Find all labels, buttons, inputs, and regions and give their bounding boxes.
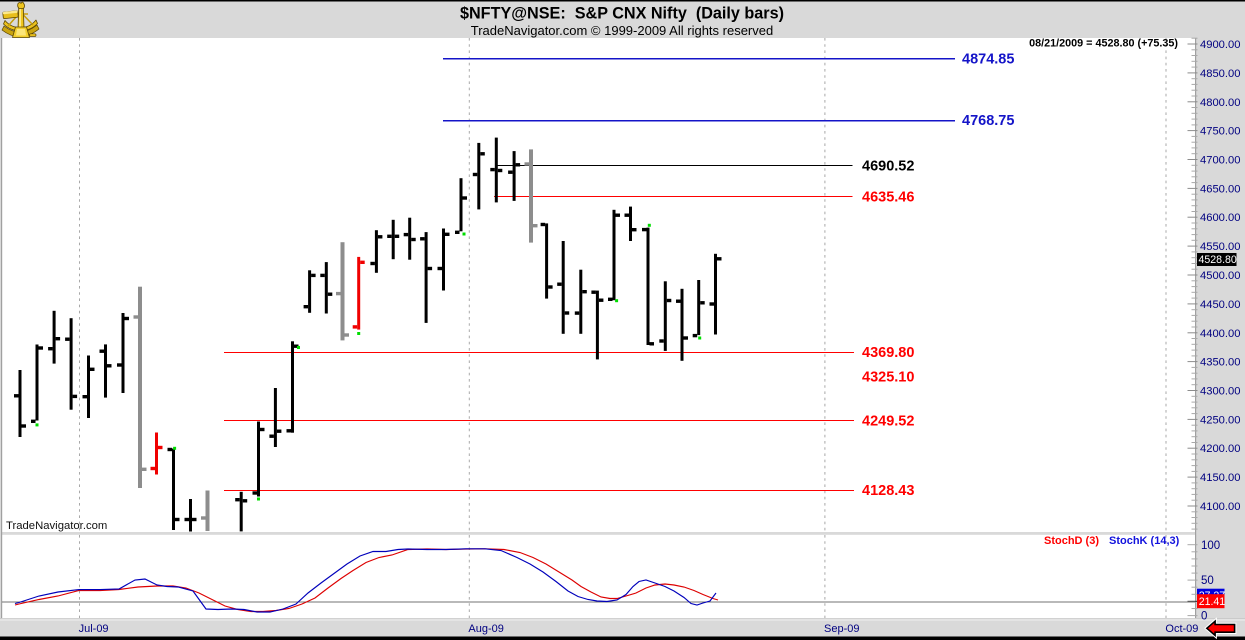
svg-text:4325.10: 4325.10	[862, 370, 914, 386]
svg-text:4128.43: 4128.43	[862, 483, 914, 499]
svg-text:4690.52: 4690.52	[862, 159, 914, 175]
svg-text:21.41: 21.41	[1199, 596, 1226, 608]
svg-text:4650.00: 4650.00	[1200, 183, 1240, 195]
svg-text:4700.00: 4700.00	[1200, 155, 1240, 167]
svg-text:4400.00: 4400.00	[1200, 328, 1240, 340]
svg-text:4150.00: 4150.00	[1200, 472, 1240, 484]
svg-text:4635.46: 4635.46	[862, 190, 914, 206]
svg-text:$NFTY@NSE: S&P CNX Nifty (Da: $NFTY@NSE: S&P CNX Nifty (Daily bars)	[460, 5, 784, 23]
svg-text:4600.00: 4600.00	[1200, 212, 1240, 224]
svg-text:0: 0	[1201, 611, 1207, 623]
svg-text:4550.00: 4550.00	[1200, 241, 1240, 253]
svg-text:4768.75: 4768.75	[962, 113, 1014, 129]
svg-text:4900.00: 4900.00	[1200, 39, 1240, 51]
svg-text:StochD (3): StochD (3)	[1044, 535, 1099, 547]
svg-text:4850.00: 4850.00	[1200, 68, 1240, 80]
svg-text:StochK (14,3): StochK (14,3)	[1109, 535, 1180, 547]
svg-text:4200.00: 4200.00	[1200, 443, 1240, 455]
svg-text:4800.00: 4800.00	[1200, 97, 1240, 109]
svg-text:Aug-09: Aug-09	[468, 623, 503, 635]
svg-text:50: 50	[1201, 575, 1214, 587]
svg-text:4249.52: 4249.52	[862, 414, 914, 430]
svg-text:4369.80: 4369.80	[862, 345, 914, 361]
svg-text:4250.00: 4250.00	[1200, 414, 1240, 426]
svg-text:TradeNavigator.com: TradeNavigator.com	[6, 520, 107, 532]
svg-text:4528.80: 4528.80	[1199, 254, 1237, 266]
svg-text:TradeNavigator.com © 1999-2009: TradeNavigator.com © 1999-2009 All right…	[471, 23, 773, 38]
svg-text:4350.00: 4350.00	[1200, 357, 1240, 369]
svg-text:4100.00: 4100.00	[1200, 501, 1240, 513]
svg-text:100: 100	[1201, 540, 1220, 552]
svg-text:4500.00: 4500.00	[1200, 270, 1240, 282]
svg-text:08/21/2009 = 4528.80 (+75.35): 08/21/2009 = 4528.80 (+75.35)	[1029, 38, 1178, 50]
svg-text:4300.00: 4300.00	[1200, 386, 1240, 398]
svg-text:4874.85: 4874.85	[962, 52, 1014, 68]
svg-text:4450.00: 4450.00	[1200, 299, 1240, 311]
svg-text:4750.00: 4750.00	[1200, 126, 1240, 138]
svg-text:Oct-09: Oct-09	[1165, 623, 1198, 635]
svg-text:Jul-09: Jul-09	[79, 623, 109, 635]
svg-text:Sep-09: Sep-09	[824, 623, 859, 635]
